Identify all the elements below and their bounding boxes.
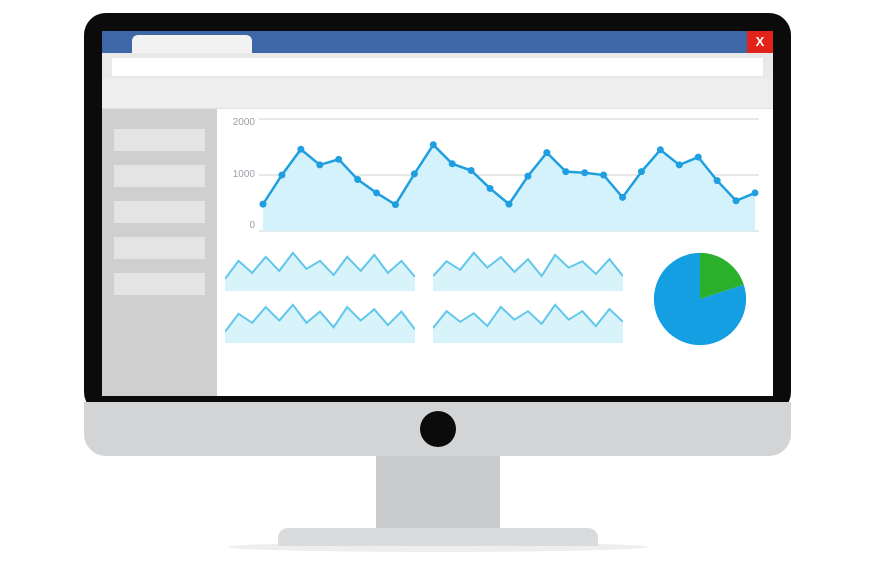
pie-chart-canvas (652, 251, 748, 347)
pie-chart (641, 249, 759, 349)
page-body: 2000 1000 0 (102, 109, 773, 396)
sparkline (433, 301, 623, 343)
monitor-stand-neck (376, 456, 500, 528)
sidebar-item[interactable] (114, 201, 205, 223)
browser-toolbar (102, 79, 773, 109)
monitor-shadow (228, 542, 648, 552)
sparkline (225, 249, 415, 291)
sparkline-column-left (225, 249, 415, 343)
monitor-chin (84, 402, 791, 456)
window-close-button[interactable]: X (747, 31, 773, 53)
sidebar-item[interactable] (114, 129, 205, 151)
monitor-stand-base (278, 528, 598, 546)
main-content: 2000 1000 0 (217, 109, 773, 396)
sparkline (225, 301, 415, 343)
ytick-label: 2000 (233, 117, 255, 128)
main-chart-canvas (259, 115, 759, 235)
sidebar-item[interactable] (114, 165, 205, 187)
ytick-label: 1000 (233, 169, 255, 180)
monitor-bezel: X 2000 1000 (84, 13, 791, 414)
sidebar-item[interactable] (114, 237, 205, 259)
sidebar (102, 109, 217, 396)
main-chart: 2000 1000 0 (225, 115, 759, 235)
ytick-label: 0 (249, 220, 255, 231)
monitor-frame: X 2000 1000 (84, 13, 791, 546)
address-bar-row (102, 53, 773, 79)
sparkline-column-right (433, 249, 623, 343)
sidebar-item[interactable] (114, 273, 205, 295)
home-button-icon (420, 411, 456, 447)
address-input[interactable] (112, 58, 763, 76)
sparkline (433, 249, 623, 291)
sparkline-row (225, 249, 759, 349)
browser-titlebar: X (102, 31, 773, 53)
browser-tab[interactable] (132, 35, 252, 53)
main-chart-yaxis: 2000 1000 0 (225, 115, 259, 233)
screen: X 2000 1000 (102, 31, 773, 396)
